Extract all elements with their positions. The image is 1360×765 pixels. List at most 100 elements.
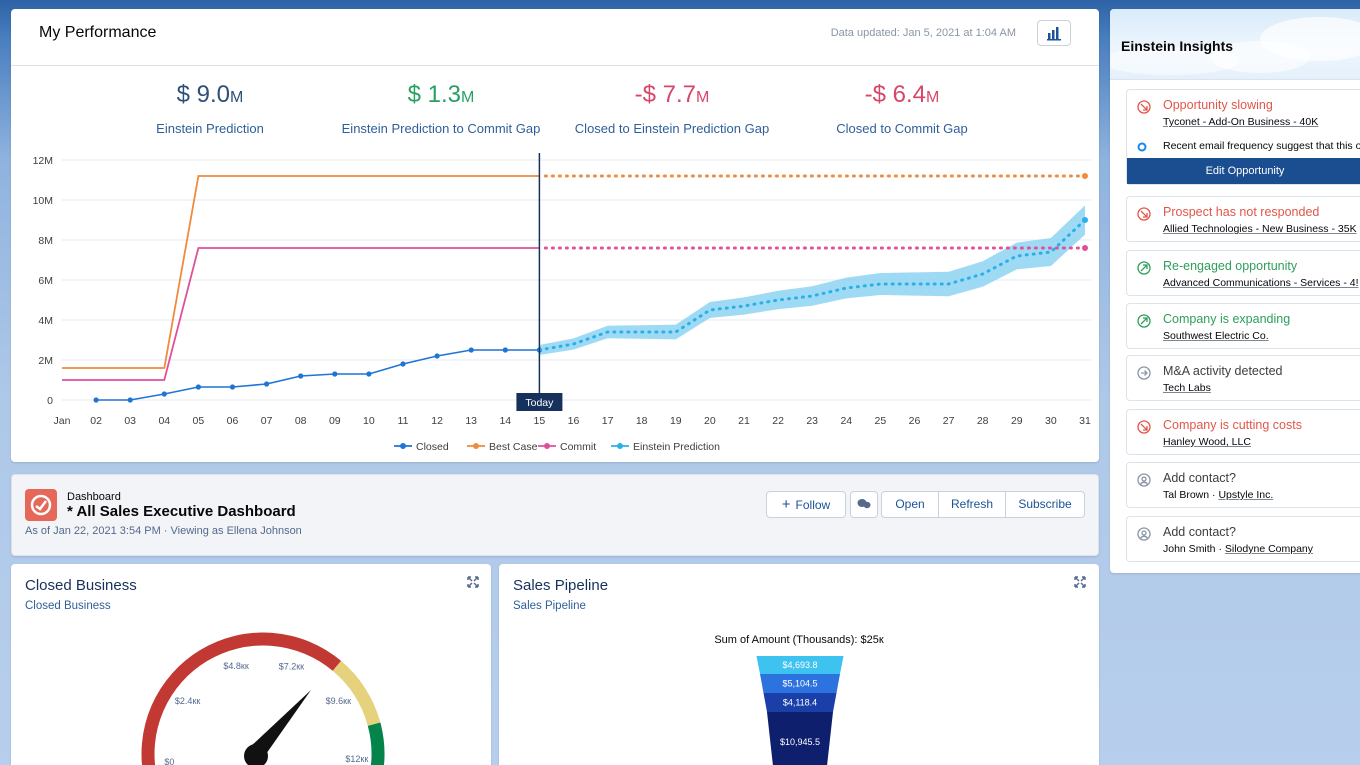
insight-link[interactable]: Advanced Communications - Services - 4! <box>1163 277 1359 289</box>
x-tick-label: 25 <box>875 415 887 427</box>
kpi-1: $ 1.3M Einstein Prediction to Commit Gap <box>326 78 556 136</box>
plus-icon: + <box>781 496 791 513</box>
insight-title: Company is expanding <box>1163 312 1291 326</box>
legend-label: Commit <box>560 441 596 453</box>
insight-link[interactable]: Tyconet - Add-On Business - 40K <box>1163 116 1319 128</box>
expand-icon[interactable] <box>1074 576 1086 588</box>
insight-title: Re-engaged opportunity <box>1163 259 1298 273</box>
insight-item[interactable]: Add contact? John Smith · Silodyne Compan… <box>1126 516 1360 562</box>
company-link[interactable]: Upstyle Inc. <box>1218 489 1274 501</box>
funnel-stage <box>760 674 840 693</box>
chart-type-button[interactable] <box>1037 20 1071 46</box>
y-tick-label: 8M <box>38 235 53 247</box>
closed-point <box>434 353 440 359</box>
x-tick-label: 04 <box>158 415 170 427</box>
insights-header: Einstein Insights <box>1110 9 1360 80</box>
insight-item[interactable]: Company is expanding Southwest Electric C… <box>1126 303 1360 349</box>
closed-business-card: Closed Business Closed Business $0 $2.4кк… <box>11 564 491 765</box>
insight-title: Add contact? <box>1163 525 1236 539</box>
subscribe-button[interactable]: Subscribe <box>1005 491 1085 518</box>
insight-detail-row: Recent email frequency suggest that this… <box>1127 134 1360 158</box>
x-tick-label: 21 <box>738 415 750 427</box>
funnel-stage-label: $10,945.5 <box>780 737 820 747</box>
x-tick-label: 29 <box>1011 415 1023 427</box>
y-tick-label: 0 <box>47 395 53 407</box>
kpi-3: -$ 6.4M Closed to Commit Gap <box>787 78 1017 136</box>
open-button[interactable]: Open <box>881 491 939 518</box>
x-tick-label: 24 <box>840 415 852 427</box>
sales-pipeline-subtitle: Sales Pipeline <box>513 600 586 612</box>
insight-item[interactable]: Opportunity slowing Tyconet - Add-On Busi… <box>1126 89 1360 185</box>
slowing-icon <box>1137 420 1151 434</box>
closed-point <box>400 361 406 367</box>
series-end-point <box>1082 173 1088 179</box>
gauge-label: $4.8кк <box>223 661 248 671</box>
kpi-label: Einstein Prediction to Commit Gap <box>341 121 541 136</box>
legend-item: Closed <box>394 441 449 453</box>
insight-item[interactable]: Company is cutting costs Hanley Wood, LLC <box>1126 409 1360 455</box>
insight-item[interactable]: Prospect has not responded Allied Technol… <box>1126 196 1360 242</box>
legend-dot <box>544 443 550 449</box>
gauge-segment <box>367 722 385 765</box>
x-tick-label: 22 <box>772 415 784 427</box>
kpi-value: $ 9.0M <box>176 81 244 108</box>
closed-point <box>468 347 474 353</box>
insight-item[interactable]: Re-engaged opportunity Advanced Communica… <box>1126 250 1360 296</box>
insights-title: Einstein Insights <box>1121 38 1234 54</box>
insight-link[interactable]: Southwest Electric Co. <box>1163 330 1269 342</box>
gauge-segment <box>332 660 381 727</box>
insight-subtitle: Tal Brown · Upstyle Inc. <box>1163 489 1274 501</box>
x-tick-label: 07 <box>261 415 273 427</box>
performance-card: My Performance Data updated: Jan 5, 2021… <box>11 9 1099 462</box>
legend-dot <box>473 443 479 449</box>
follow-button[interactable]: + Follow <box>766 491 846 518</box>
gauge-hub <box>244 744 268 765</box>
expand-icon[interactable] <box>467 576 479 588</box>
pipeline-sum-label: Sum of Amount (Thousands): $25к <box>714 634 884 646</box>
company-link[interactable]: Silodyne Company <box>1224 543 1314 555</box>
dashboard-as-of: As of Jan 22, 2021 3:54 PM · Viewing as … <box>25 525 302 537</box>
insight-link[interactable]: Hanley Wood, LLC <box>1163 436 1251 448</box>
dashboard-header: Dashboard * All Sales Executive Dashboar… <box>11 474 1099 556</box>
closed-point <box>93 397 99 403</box>
today-label: Today <box>525 397 554 409</box>
x-tick-label: 11 <box>398 415 409 427</box>
kpi-value: -$ 6.4M <box>864 81 940 108</box>
insight-link[interactable]: Allied Technologies - New Business - 35K <box>1163 223 1357 235</box>
edit-opportunity-button[interactable]: Edit Opportunity <box>1127 158 1360 184</box>
funnel-stage-label: $4,693.8 <box>782 660 817 670</box>
series-end-point <box>1082 245 1088 251</box>
x-tick-label: 23 <box>806 415 818 427</box>
legend-label: Best Case <box>489 441 538 453</box>
legend-item: Einstein Prediction <box>611 441 720 453</box>
slowing-icon <box>1137 207 1151 221</box>
gauge-segment <box>141 632 342 765</box>
x-tick-label: 26 <box>909 415 921 427</box>
kpi-2: -$ 7.7M Closed to Einstein Prediction Gap <box>557 78 787 136</box>
x-tick-label: 12 <box>431 415 443 427</box>
insight-title: Opportunity slowing <box>1163 98 1273 112</box>
x-tick-label: 30 <box>1045 415 1057 427</box>
insight-item[interactable]: Add contact? Tal Brown · Upstyle Inc. <box>1126 462 1360 508</box>
collaborate-button[interactable] <box>850 491 878 518</box>
x-tick-label: 17 <box>602 415 614 427</box>
performance-chart: 0 2M 4M 6M 8M 10M 12M Jan 02 03 04 05 06 07 08 09 10 11 12… <box>33 153 1091 453</box>
x-tick-label: 05 <box>193 415 205 427</box>
legend-dot <box>400 443 406 449</box>
series-line-closed <box>96 349 540 401</box>
kpi-value: -$ 7.7M <box>634 81 710 108</box>
gauge-needle <box>249 690 311 764</box>
series-line-best-case <box>62 175 540 369</box>
legend-label: Einstein Prediction <box>633 441 720 453</box>
refresh-button[interactable]: Refresh <box>938 491 1006 518</box>
x-tick-label: 27 <box>943 415 955 427</box>
einstein-insights-panel: Einstein Insights Opportunity slowing Tyc… <box>1110 9 1360 573</box>
y-tick-label: 12M <box>33 155 53 167</box>
insight-link[interactable]: Tech Labs <box>1163 382 1211 394</box>
x-tick-label: 13 <box>465 415 477 427</box>
kpi-label: Closed to Einstein Prediction Gap <box>574 121 770 136</box>
closed-business-subtitle: Closed Business <box>25 600 111 612</box>
gauge-label: $2.4кк <box>175 696 200 706</box>
x-tick-label: 02 <box>90 415 102 427</box>
insight-item[interactable]: M&A activity detected Tech Labs <box>1126 355 1360 401</box>
